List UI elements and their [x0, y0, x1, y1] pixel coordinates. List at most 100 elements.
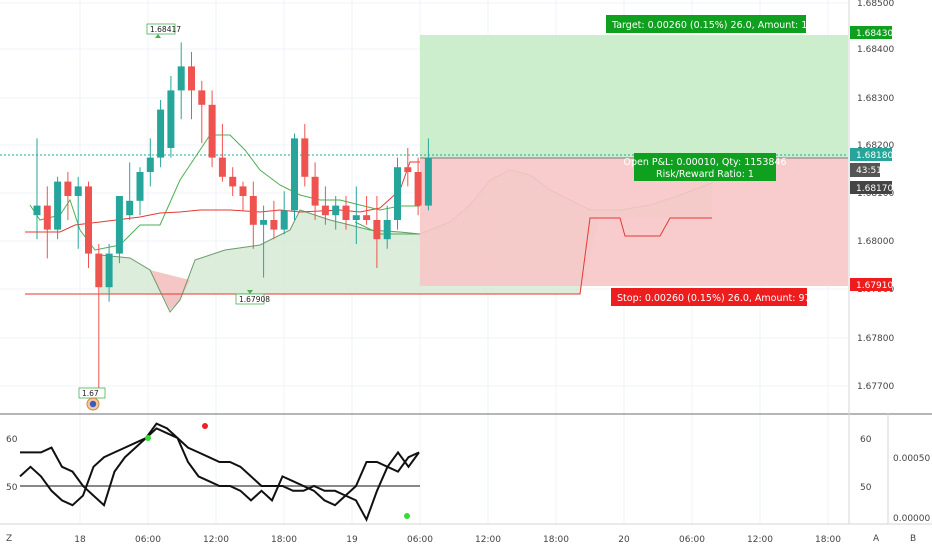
candle-body — [291, 138, 298, 211]
candle-body — [301, 138, 309, 177]
candle-body — [177, 66, 185, 91]
candle-body — [229, 176, 237, 187]
candle-body — [126, 200, 134, 216]
stop-price-tag-text: 1.67910 — [856, 281, 893, 291]
candle-body — [270, 220, 278, 230]
target-zone — [420, 35, 848, 158]
osc-far-right-tick: 0.00000 — [893, 514, 930, 524]
time-tick: 19 — [346, 535, 358, 545]
candle-body — [280, 210, 288, 230]
candle-body — [167, 90, 175, 148]
time-tick: 18:00 — [271, 535, 297, 545]
current-price-tag — [850, 181, 892, 194]
open-pnl-box[interactable] — [634, 153, 776, 181]
base-line — [25, 161, 420, 233]
candle-body — [74, 186, 82, 196]
candle-body — [342, 205, 350, 220]
candle-body — [198, 90, 206, 105]
high-marker-icon — [155, 34, 161, 38]
target-label: Target: 0.00260 (0.15%) 26.0, Amount: 10… — [611, 20, 838, 31]
candle-body — [188, 66, 195, 91]
auto-scale-button[interactable]: A — [873, 534, 880, 544]
candle-body — [54, 181, 62, 230]
mid-low-marker-icon — [247, 290, 253, 294]
current-price-tag-text: 1.68170 — [856, 184, 893, 194]
time-tick: 18:00 — [815, 535, 841, 545]
candle-body — [208, 104, 216, 158]
entry-price-tag-text: 1.68180 — [856, 151, 893, 161]
candle-body — [115, 196, 123, 254]
candle-body — [157, 109, 165, 158]
candle-body — [383, 220, 391, 240]
candle-body — [146, 157, 154, 172]
osc-buy-dot — [404, 513, 410, 519]
high-annotation: 1.68417 — [150, 25, 181, 34]
open-pnl-label: Open P&L: 0.00010, Qty: 1153846 — [623, 157, 786, 168]
candle-body — [136, 172, 144, 201]
candle-body — [85, 186, 92, 254]
price-tick: 1.67700 — [857, 382, 894, 392]
price-tick: 1.68300 — [857, 94, 894, 104]
candle-body — [394, 167, 401, 220]
high-annotation-box — [146, 23, 176, 35]
time-tick: 12:00 — [475, 535, 501, 545]
price-tick: 1.68400 — [857, 45, 894, 55]
osc-right-tick: 50 — [860, 483, 872, 493]
candle-body — [260, 220, 268, 225]
price-tick: 1.67800 — [857, 334, 894, 344]
candle-body — [404, 167, 412, 172]
stop-label: Stop: 0.00260 (0.15%) 26.0, Amount: 9700… — [617, 293, 829, 304]
candle-body — [352, 215, 360, 220]
risk-reward-label: Risk/Reward Ratio: 1 — [656, 169, 754, 180]
osc-buy-dot — [145, 435, 151, 441]
time-tick: 12:00 — [203, 535, 229, 545]
candle-body — [64, 181, 72, 196]
osc-main-line — [19, 422, 420, 523]
candle-body — [95, 253, 103, 288]
time-tick: 18 — [74, 535, 86, 545]
osc-sell-dot — [202, 423, 208, 429]
price-tick: 1.68500 — [857, 0, 894, 9]
candle-body — [43, 205, 51, 230]
candle-body — [414, 172, 422, 206]
position-labels[interactable]: Target: 0.00260 (0.15%) 26.0, Amount: 10… — [606, 15, 838, 306]
candle-body — [33, 205, 41, 216]
price-tags: 1.68430 1.68180 43:51 1.68170 1.67910 — [850, 26, 893, 291]
time-tick: 12:00 — [747, 535, 773, 545]
time-tick: 18:00 — [543, 535, 569, 545]
timezone-button[interactable]: Z — [6, 534, 12, 544]
osc-far-right-tick: 0.00050 — [893, 454, 930, 464]
osc-left-tick: 50 — [6, 483, 18, 493]
stop-price-tag — [850, 278, 892, 291]
log-scale-button[interactable]: B — [910, 534, 916, 544]
entry-price-tag — [850, 148, 892, 161]
trade-marker-inner-icon — [89, 400, 97, 408]
price-tick: 1.68000 — [857, 237, 894, 247]
low-annotation: 1.67 — [82, 389, 99, 398]
candle-body — [105, 253, 113, 288]
price-axis[interactable]: 1.68500 1.68400 1.68300 1.68200 1.68100 … — [857, 0, 894, 392]
candlestick-series — [33, 42, 432, 388]
extreme-annotations: 1.68417 1.67908 1.67 — [78, 23, 270, 411]
countdown-text: 43:51 — [856, 166, 882, 176]
candle-body — [373, 220, 381, 240]
price-tick: 1.68200 — [857, 141, 894, 151]
target-label-box[interactable] — [606, 15, 806, 33]
candle-body — [363, 215, 371, 220]
candle-body — [218, 157, 226, 177]
stop-label-box[interactable] — [611, 288, 807, 306]
target-price-tag — [850, 26, 892, 39]
candle-body — [321, 205, 329, 216]
oscillator-pane — [19, 422, 420, 523]
osc-left-tick: 60 — [6, 435, 18, 445]
candle-body — [249, 196, 257, 225]
mid-low-annotation: 1.67908 — [239, 295, 270, 304]
time-axis[interactable]: 18 06:00 12:00 18:00 19 06:00 12:00 18:0… — [6, 534, 916, 545]
time-tick: 20 — [618, 535, 630, 545]
time-tick: 06:00 — [135, 535, 161, 545]
osc-right-tick: 60 — [860, 435, 872, 445]
candle-body — [239, 186, 247, 196]
oscillator-axis: 60 50 60 50 0.00050 0.00000 — [6, 435, 930, 524]
countdown-tag — [850, 163, 880, 177]
